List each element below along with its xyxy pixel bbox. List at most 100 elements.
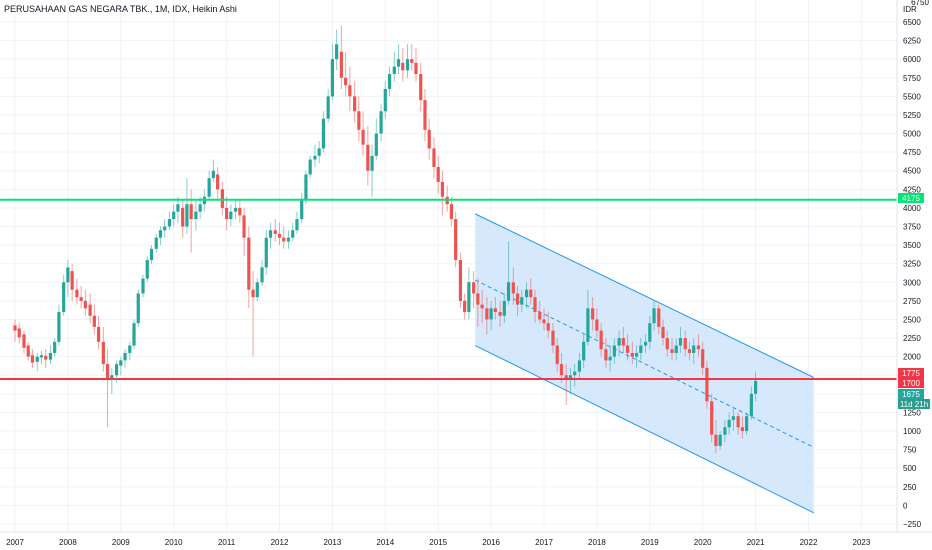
candle <box>612 338 616 365</box>
candle <box>286 230 291 249</box>
candle <box>387 66 392 97</box>
candle <box>432 137 436 179</box>
candle <box>731 408 735 432</box>
candle <box>225 196 229 231</box>
svg-text:1675: 1675 <box>902 390 920 399</box>
candle <box>62 274 66 316</box>
candle <box>520 289 524 313</box>
candle <box>551 323 555 353</box>
candle <box>260 259 264 287</box>
candle <box>247 226 251 309</box>
candle <box>79 286 83 309</box>
time-axis-tick-label: 2010 <box>165 538 183 547</box>
svg-text:1700: 1700 <box>902 379 920 388</box>
candle <box>423 88 427 141</box>
candle <box>255 278 259 301</box>
candle <box>454 211 458 268</box>
time-axis-tick-label: 2020 <box>694 538 712 547</box>
price-tag-last[interactable]: 1675 <box>898 389 924 399</box>
candle <box>48 345 53 365</box>
candle <box>542 308 546 331</box>
candle <box>207 170 211 201</box>
price-axis-tick-label: 2250 <box>903 334 921 343</box>
candle <box>335 29 339 71</box>
candle <box>749 386 753 420</box>
svg-text:4175: 4175 <box>902 194 920 203</box>
candle <box>419 62 423 112</box>
candle <box>105 349 110 428</box>
time-axis[interactable]: 2007 2008 2009 2010 2011 2012 2013 2014 2015 2016… <box>6 538 871 547</box>
candle <box>705 360 709 409</box>
regression-channel-lower-line[interactable] <box>475 345 815 514</box>
price-axis-tick-label: 2000 <box>903 353 921 362</box>
candle <box>277 222 282 246</box>
time-axis-tick-label: 2008 <box>59 538 77 547</box>
candle <box>493 297 497 320</box>
candle <box>211 159 215 182</box>
price-tag-level-red[interactable]: 1700 <box>898 378 924 388</box>
candle <box>524 282 529 309</box>
candle <box>96 315 101 350</box>
candle <box>480 289 484 324</box>
candle <box>317 140 321 164</box>
price-axis-tick-label: 5000 <box>903 130 921 139</box>
candle <box>625 334 630 361</box>
candle <box>88 293 92 324</box>
time-axis-tick-label: 2012 <box>271 538 289 547</box>
price-axis-tick-label: 1000 <box>903 427 921 436</box>
currency-label: IDR <box>903 5 917 14</box>
candle <box>502 293 506 324</box>
candle <box>538 300 542 324</box>
candle <box>53 338 57 357</box>
candle <box>436 155 440 194</box>
price-axis[interactable]: −250025050075010001250150017502000225025… <box>903 18 922 529</box>
candle <box>220 181 224 216</box>
price-axis-tick-label: 3000 <box>903 278 921 287</box>
candle <box>366 126 370 186</box>
candle <box>595 308 599 339</box>
candle <box>282 226 286 249</box>
time-axis-tick-label: 2007 <box>6 538 24 547</box>
candle <box>559 352 564 383</box>
price-axis-tick-label: 2750 <box>903 297 921 306</box>
time-axis-tick-label: 2019 <box>641 538 659 547</box>
candle <box>401 48 405 82</box>
candle <box>529 278 533 305</box>
candle <box>687 341 692 361</box>
candle <box>608 345 612 372</box>
candle <box>710 393 714 443</box>
candle <box>533 289 537 324</box>
candle <box>577 352 582 379</box>
candle <box>229 204 233 227</box>
regression-channel-upper-line[interactable] <box>475 213 815 378</box>
svg-text:1775: 1775 <box>902 369 920 378</box>
candle <box>326 88 330 123</box>
candle <box>136 289 140 327</box>
candle <box>582 334 586 368</box>
price-axis-tick-label: 5750 <box>903 74 921 83</box>
candle <box>573 364 577 387</box>
candle <box>132 319 136 350</box>
candle <box>410 44 414 71</box>
regression-channel-fill[interactable] <box>475 213 814 513</box>
candle <box>692 338 696 365</box>
candle <box>17 323 21 344</box>
candle <box>13 319 17 342</box>
candle <box>383 81 387 119</box>
price-tag-level-green[interactable]: 4175 <box>898 193 924 203</box>
time-axis-tick-label: 2015 <box>429 538 447 547</box>
candle <box>141 274 145 298</box>
price-tag-high[interactable]: 1775 <box>898 368 924 378</box>
candle <box>643 334 648 353</box>
candle <box>621 326 625 353</box>
candle <box>568 367 573 394</box>
price-axis-tick-label: 500 <box>903 464 917 473</box>
candle <box>449 196 454 227</box>
candle <box>639 338 643 361</box>
candle <box>489 300 493 331</box>
candle <box>511 267 515 305</box>
candle <box>242 207 246 257</box>
candle <box>564 364 568 406</box>
candle <box>586 289 590 346</box>
